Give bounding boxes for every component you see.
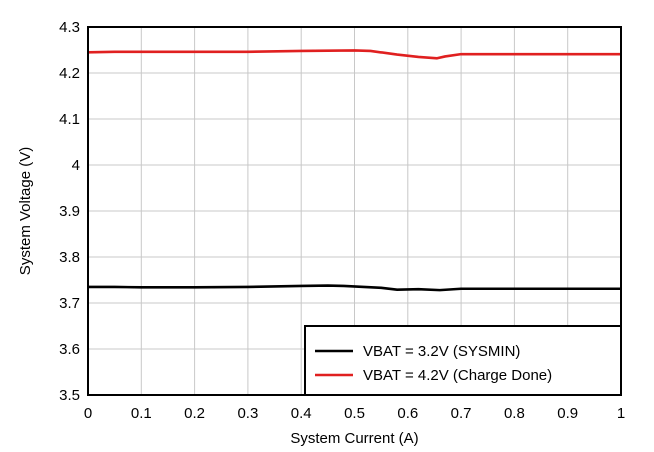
x-tick-label: 0.3 (237, 405, 258, 422)
legend-box (304, 325, 622, 396)
y-tick-label: 4.3 (59, 19, 80, 36)
x-tick-label: 0.6 (397, 405, 418, 422)
y-tick-label: 3.8 (59, 249, 80, 266)
x-tick-label: 0.4 (291, 405, 312, 422)
legend: VBAT = 3.2V (SYSMIN) VBAT = 4.2V (Charge … (304, 325, 622, 396)
series-line-1 (88, 284, 621, 292)
legend-label-2: VBAT = 4.2V (Charge Done) (363, 367, 552, 384)
legend-label-1: VBAT = 3.2V (SYSMIN) (363, 343, 520, 360)
y-tick-label: 4.2 (59, 65, 80, 82)
y-tick-label: 3.6 (59, 341, 80, 358)
y-tick-label: 3.5 (59, 387, 80, 404)
x-axis-label: System Current (A) (290, 430, 418, 447)
y-axis-label: System Voltage (V) (17, 147, 34, 275)
y-tick-label: 3.7 (59, 295, 80, 312)
y-tick-label: 4 (72, 157, 80, 174)
x-tick-label: 0.1 (131, 405, 152, 422)
tick-labels: 0 0.1 0.2 0.3 0.4 0.5 0.6 0.7 0.8 0.9 1 3.5 3.6 3.7 3.… (59, 19, 625, 422)
x-tick-label: 0 (84, 405, 92, 422)
x-tick-label: 1 (617, 405, 625, 422)
series-group (87, 49, 621, 292)
x-tick-label: 0.9 (557, 405, 578, 422)
x-tick-label: 0.2 (184, 405, 205, 422)
y-tick-label: 3.9 (59, 203, 80, 220)
x-tick-label: 0.5 (344, 405, 365, 422)
x-tick-label: 0.7 (451, 405, 472, 422)
series-line-2 (87, 49, 621, 60)
x-tick-label: 0.8 (504, 405, 525, 422)
y-tick-label: 4.1 (59, 111, 80, 128)
